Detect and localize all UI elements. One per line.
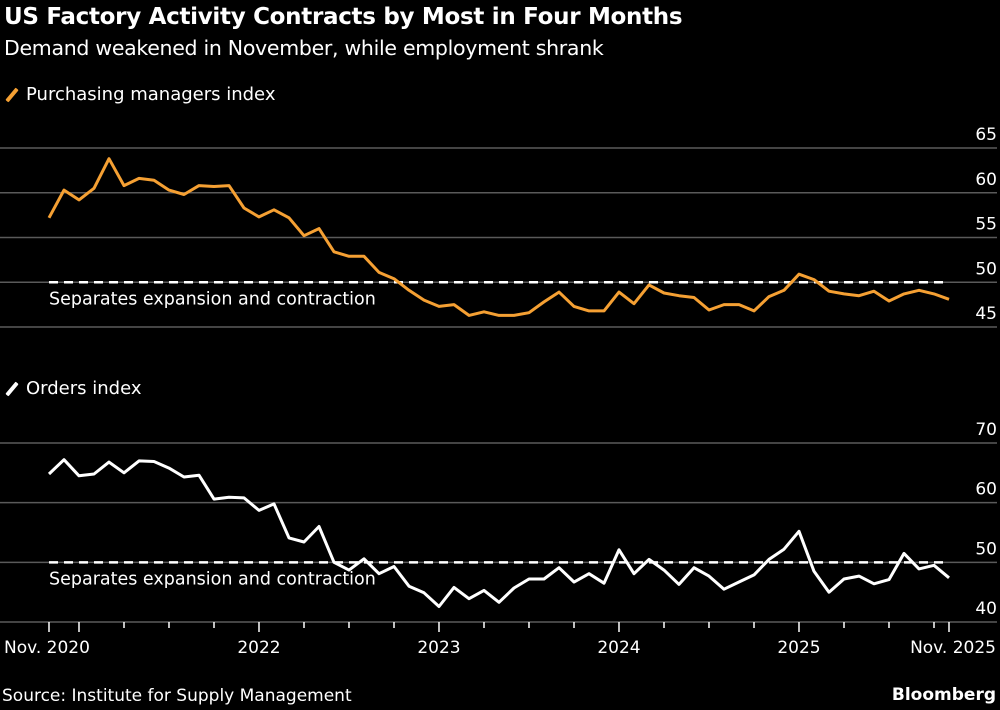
y-tick-label: 50 (975, 259, 997, 279)
brand-logo: Bloomberg (891, 685, 996, 705)
source-note: Source: Institute for Supply Management (2, 686, 352, 706)
x-tick-label: 2025 (777, 638, 820, 658)
y-tick-label: 65 (975, 125, 997, 145)
x-tick-label: 2022 (237, 638, 280, 658)
y-tick-label: 60 (975, 480, 997, 500)
y-tick-label: 60 (975, 170, 997, 190)
legend-orders: Orders index (4, 378, 142, 399)
legend-pmi: Purchasing managers index (4, 84, 275, 105)
legend-label-orders: Orders index (26, 378, 142, 399)
chart-subtitle: Demand weakened in November, while emplo… (4, 36, 604, 60)
reference-line-label: Separates expansion and contraction (49, 289, 376, 309)
y-tick-label: 50 (975, 539, 997, 559)
x-tick-label: 2024 (597, 638, 640, 658)
x-tick-label: Nov. 2020 (4, 638, 90, 658)
x-tick-label: 2023 (417, 638, 460, 658)
legend-label-pmi: Purchasing managers index (26, 84, 276, 105)
x-tick-label: Nov. 2025 (910, 638, 996, 658)
reference-line-label: Separates expansion and contraction (49, 569, 376, 589)
y-tick-label: 55 (975, 215, 997, 235)
y-tick-label: 40 (975, 599, 997, 619)
y-tick-label: 70 (975, 420, 997, 440)
chart-title: US Factory Activity Contracts by Most in… (4, 4, 683, 30)
y-tick-label: 45 (975, 304, 997, 324)
